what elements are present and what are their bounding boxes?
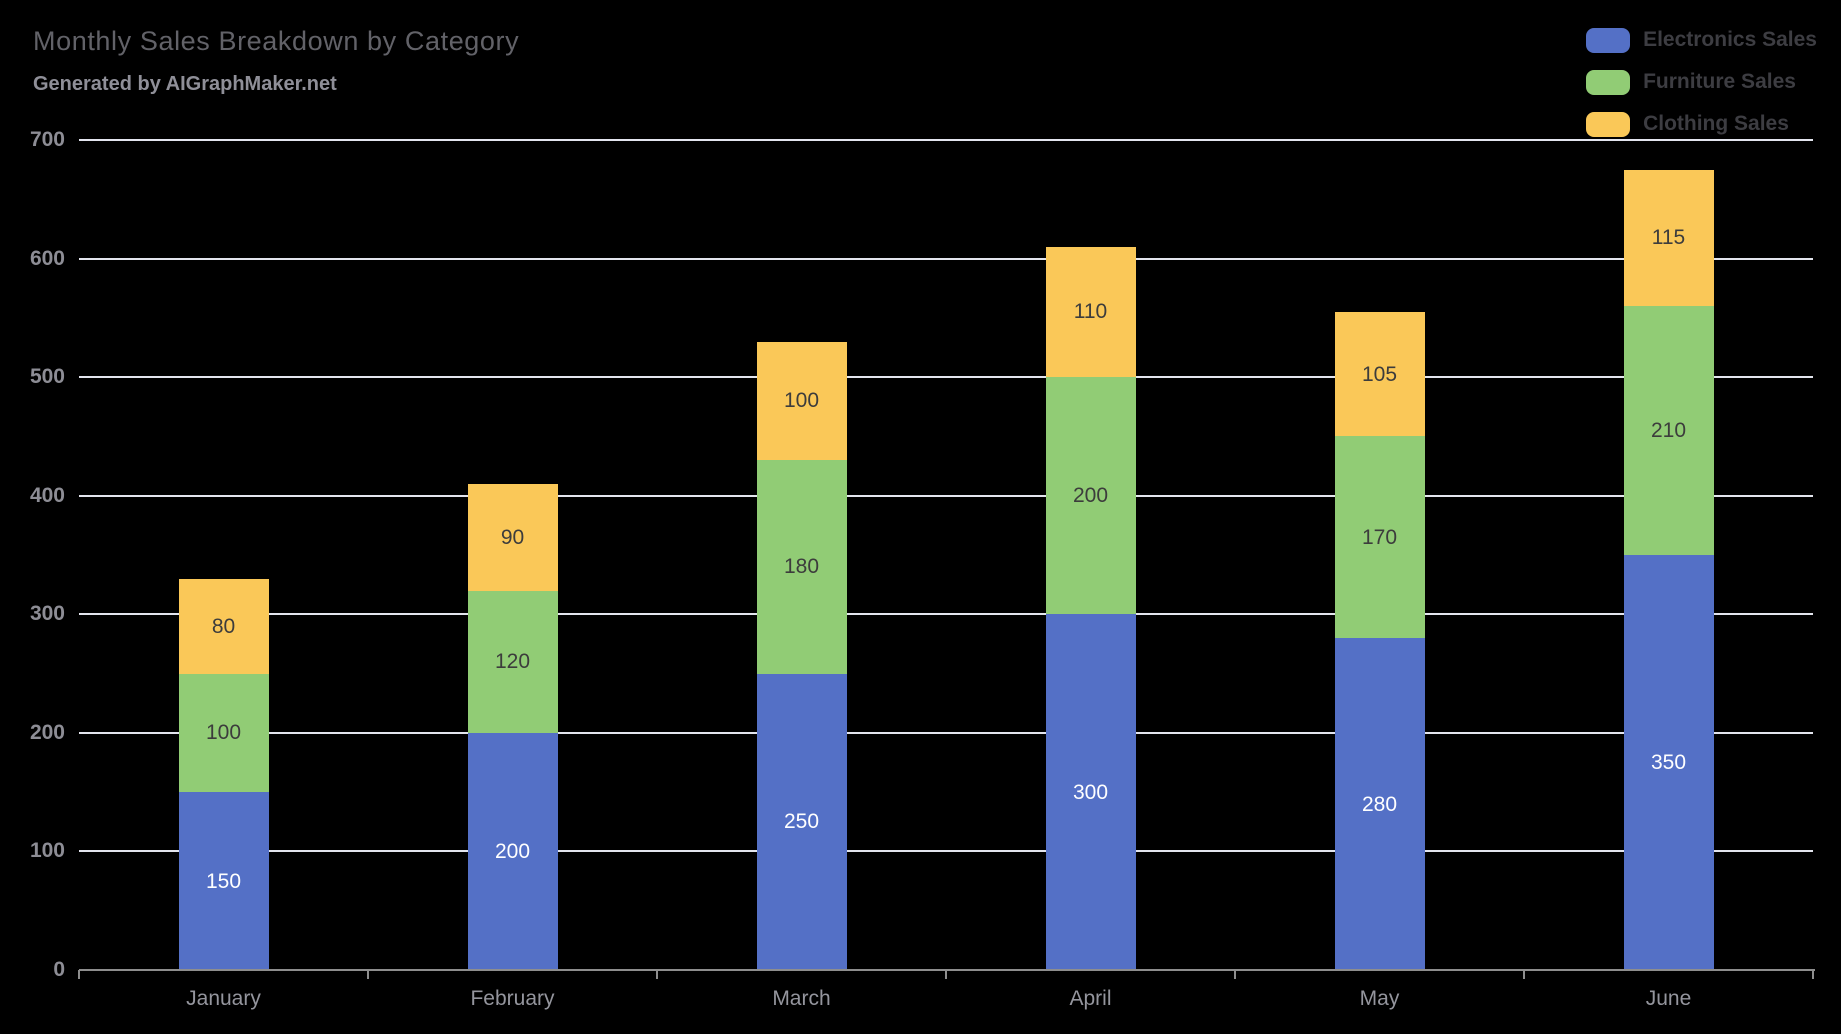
bar-value-label: 210: [1650, 419, 1687, 442]
bar-group-february: 200 120 90: [467, 483, 558, 970]
legend-swatch-icon: [1586, 111, 1631, 137]
bar-value-label: 80: [211, 614, 236, 638]
x-axis-tick-mark: [78, 970, 80, 979]
x-axis-tick-mark: [656, 970, 658, 979]
y-axis-tick-label: 600: [29, 246, 65, 270]
y-axis-tick-label: 0: [53, 958, 65, 981]
bar-segment-clothing-sales: 105: [1334, 311, 1425, 437]
bar-segment-furniture-sales: 120: [467, 590, 558, 733]
bar-value-label: 90: [500, 525, 525, 549]
legend-item: Electronics Sales: [1586, 19, 1817, 61]
bar-value-label: 300: [1072, 780, 1109, 804]
bar-segment-clothing-sales: 90: [467, 483, 558, 591]
x-axis-category-label: April: [1069, 987, 1112, 1010]
bar-value-label: 350: [1650, 751, 1687, 774]
bar-segment-clothing-sales: 80: [178, 578, 269, 674]
x-axis-category-label: February: [470, 987, 555, 1010]
bar-group-april: 300 200 110: [1045, 246, 1136, 970]
bar-segment-furniture-sales: 210: [1623, 306, 1714, 555]
x-axis-line: [79, 969, 1815, 971]
gridline-y-100: [79, 850, 1813, 853]
legend-item-label: Furniture Sales: [1643, 70, 1796, 93]
y-axis-tick-label: 300: [29, 602, 65, 626]
bar-segment-electronics-sales: 200: [467, 732, 558, 970]
bar-segment-electronics-sales: 250: [756, 673, 847, 970]
legend-item-label: Clothing Sales: [1643, 112, 1789, 135]
gridline-y-500: [79, 376, 1813, 379]
gridline-y-700: [79, 139, 1813, 141]
bar-value-label: 180: [783, 555, 820, 579]
y-axis-tick-label: 700: [29, 128, 65, 151]
bar-segment-electronics-sales: 150: [178, 792, 269, 970]
bar-segment-clothing-sales: 100: [756, 341, 847, 461]
bar-value-label: 200: [1072, 484, 1109, 508]
bar-value-label: 100: [783, 389, 820, 413]
legend: Electronics Sales Furniture Sales Clothing…: [1586, 19, 1817, 145]
legend-swatch-icon: [1586, 69, 1631, 95]
bar-group-may: 280 170 105: [1334, 311, 1425, 970]
bar-segment-electronics-sales: 350: [1623, 555, 1714, 970]
plot-area: 0 100 200 300 400 500 600 700 150 100 80 200 120 90 2…: [30, 128, 1815, 1010]
bar-value-label: 110: [1073, 300, 1108, 324]
legend-item-label: Electronics Sales: [1643, 28, 1817, 51]
bar-segment-clothing-sales: 115: [1623, 169, 1714, 306]
legend-swatch-icon: [1586, 27, 1631, 53]
bar-value-label: 250: [783, 810, 820, 834]
bar-segment-furniture-sales: 200: [1045, 377, 1136, 615]
x-axis-tick-mark: [1812, 970, 1814, 979]
bar-group-june: 350 210 115: [1623, 169, 1714, 970]
x-axis-tick-mark: [945, 970, 947, 979]
bar-group-march: 250 180 100: [756, 341, 847, 970]
x-axis-category-label: May: [1359, 987, 1400, 1010]
x-axis-category-label: January: [186, 987, 261, 1010]
bar-value-label: 280: [1361, 792, 1398, 816]
bar-segment-furniture-sales: 180: [756, 460, 847, 674]
bar-value-label: 170: [1361, 525, 1398, 549]
x-axis-category-label: March: [772, 987, 831, 1010]
bar-segment-electronics-sales: 300: [1045, 614, 1136, 970]
chart-subtitle: Generated by AIGraphMaker.net: [33, 73, 337, 95]
y-axis-tick-label: 400: [29, 483, 65, 507]
legend-item: Furniture Sales: [1586, 61, 1817, 103]
x-axis-tick-mark: [1523, 970, 1525, 979]
bar-value-label: 105: [1361, 362, 1398, 386]
bar-segment-furniture-sales: 100: [178, 673, 269, 793]
y-axis-tick-label: 200: [29, 720, 65, 744]
gridline-y-200: [79, 731, 1813, 734]
gridline-y-600: [79, 257, 1813, 260]
bar-value-label: 120: [494, 650, 531, 674]
x-axis-category-label: June: [1645, 987, 1692, 1010]
legend-item: Clothing Sales: [1586, 103, 1817, 145]
bar-group-january: 150 100 80: [178, 578, 269, 970]
x-axis-tick-mark: [367, 970, 369, 979]
bar-value-label: 100: [205, 721, 242, 745]
chart-title: Monthly Sales Breakdown by Category: [33, 26, 520, 56]
bar-value-label: 150: [205, 869, 242, 893]
bar-value-label: 200: [494, 839, 531, 863]
gridline-y-400: [79, 494, 1813, 497]
y-axis-tick-label: 100: [29, 839, 65, 863]
y-axis-tick-label: 500: [29, 365, 65, 389]
bar-segment-clothing-sales: 110: [1045, 246, 1136, 378]
bar-segment-electronics-sales: 280: [1334, 638, 1425, 970]
bar-segment-furniture-sales: 170: [1334, 436, 1425, 638]
bar-value-label: 115: [1651, 226, 1686, 250]
gridline-y-300: [79, 613, 1813, 616]
x-axis-tick-mark: [1234, 970, 1236, 979]
